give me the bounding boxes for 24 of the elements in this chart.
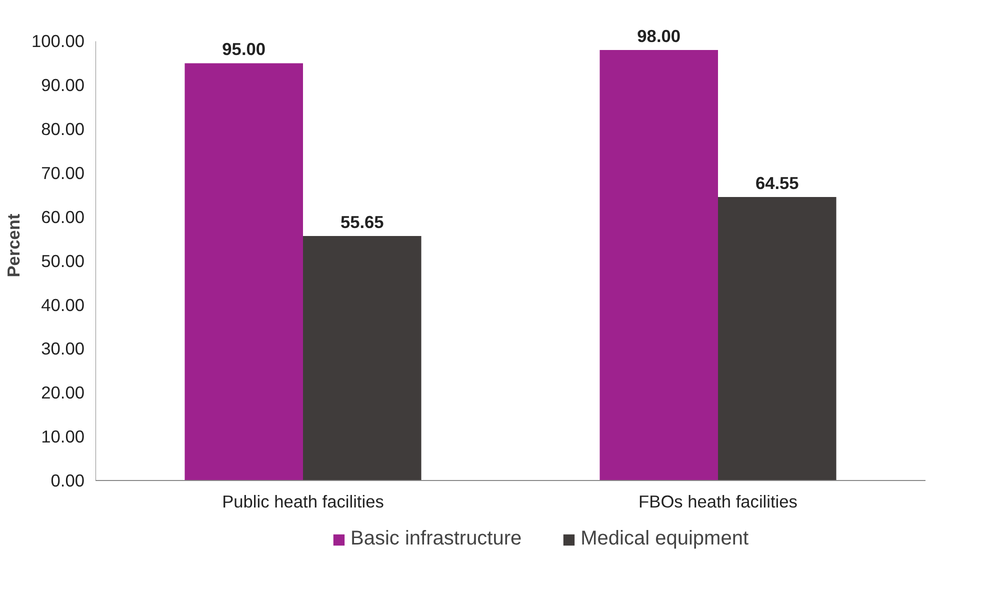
legend-label: Basic infrastructure bbox=[350, 528, 522, 550]
y-tick-label: 40.00 bbox=[41, 294, 85, 315]
y-tick-label: 0.00 bbox=[50, 470, 85, 490]
x-tick-label: Public heath facilities bbox=[222, 492, 384, 512]
legend-label: Medical equipment bbox=[580, 528, 749, 550]
bar bbox=[718, 196, 836, 480]
bar bbox=[600, 50, 718, 480]
y-tick-label: 30.00 bbox=[41, 338, 85, 359]
y-tick-label: 10.00 bbox=[41, 426, 85, 447]
y-tick-label: 70.00 bbox=[41, 163, 85, 184]
y-axis-title: Percent bbox=[4, 213, 24, 278]
bar bbox=[184, 63, 303, 480]
y-tick-label: 90.00 bbox=[41, 75, 85, 96]
data-label: 95.00 bbox=[222, 39, 266, 60]
y-tick-label: 80.00 bbox=[41, 119, 85, 140]
y-tick-label: 100.00 bbox=[32, 31, 84, 52]
y-tick-label: 20.00 bbox=[41, 382, 85, 403]
data-label: 55.65 bbox=[340, 212, 384, 232]
y-tick-label: 50.00 bbox=[41, 250, 85, 271]
data-label: 98.00 bbox=[637, 26, 681, 46]
y-tick-label: 60.00 bbox=[41, 206, 85, 227]
x-tick-label: FBOs heath facilities bbox=[638, 492, 798, 512]
data-label: 64.55 bbox=[755, 172, 800, 193]
bar bbox=[303, 236, 422, 480]
